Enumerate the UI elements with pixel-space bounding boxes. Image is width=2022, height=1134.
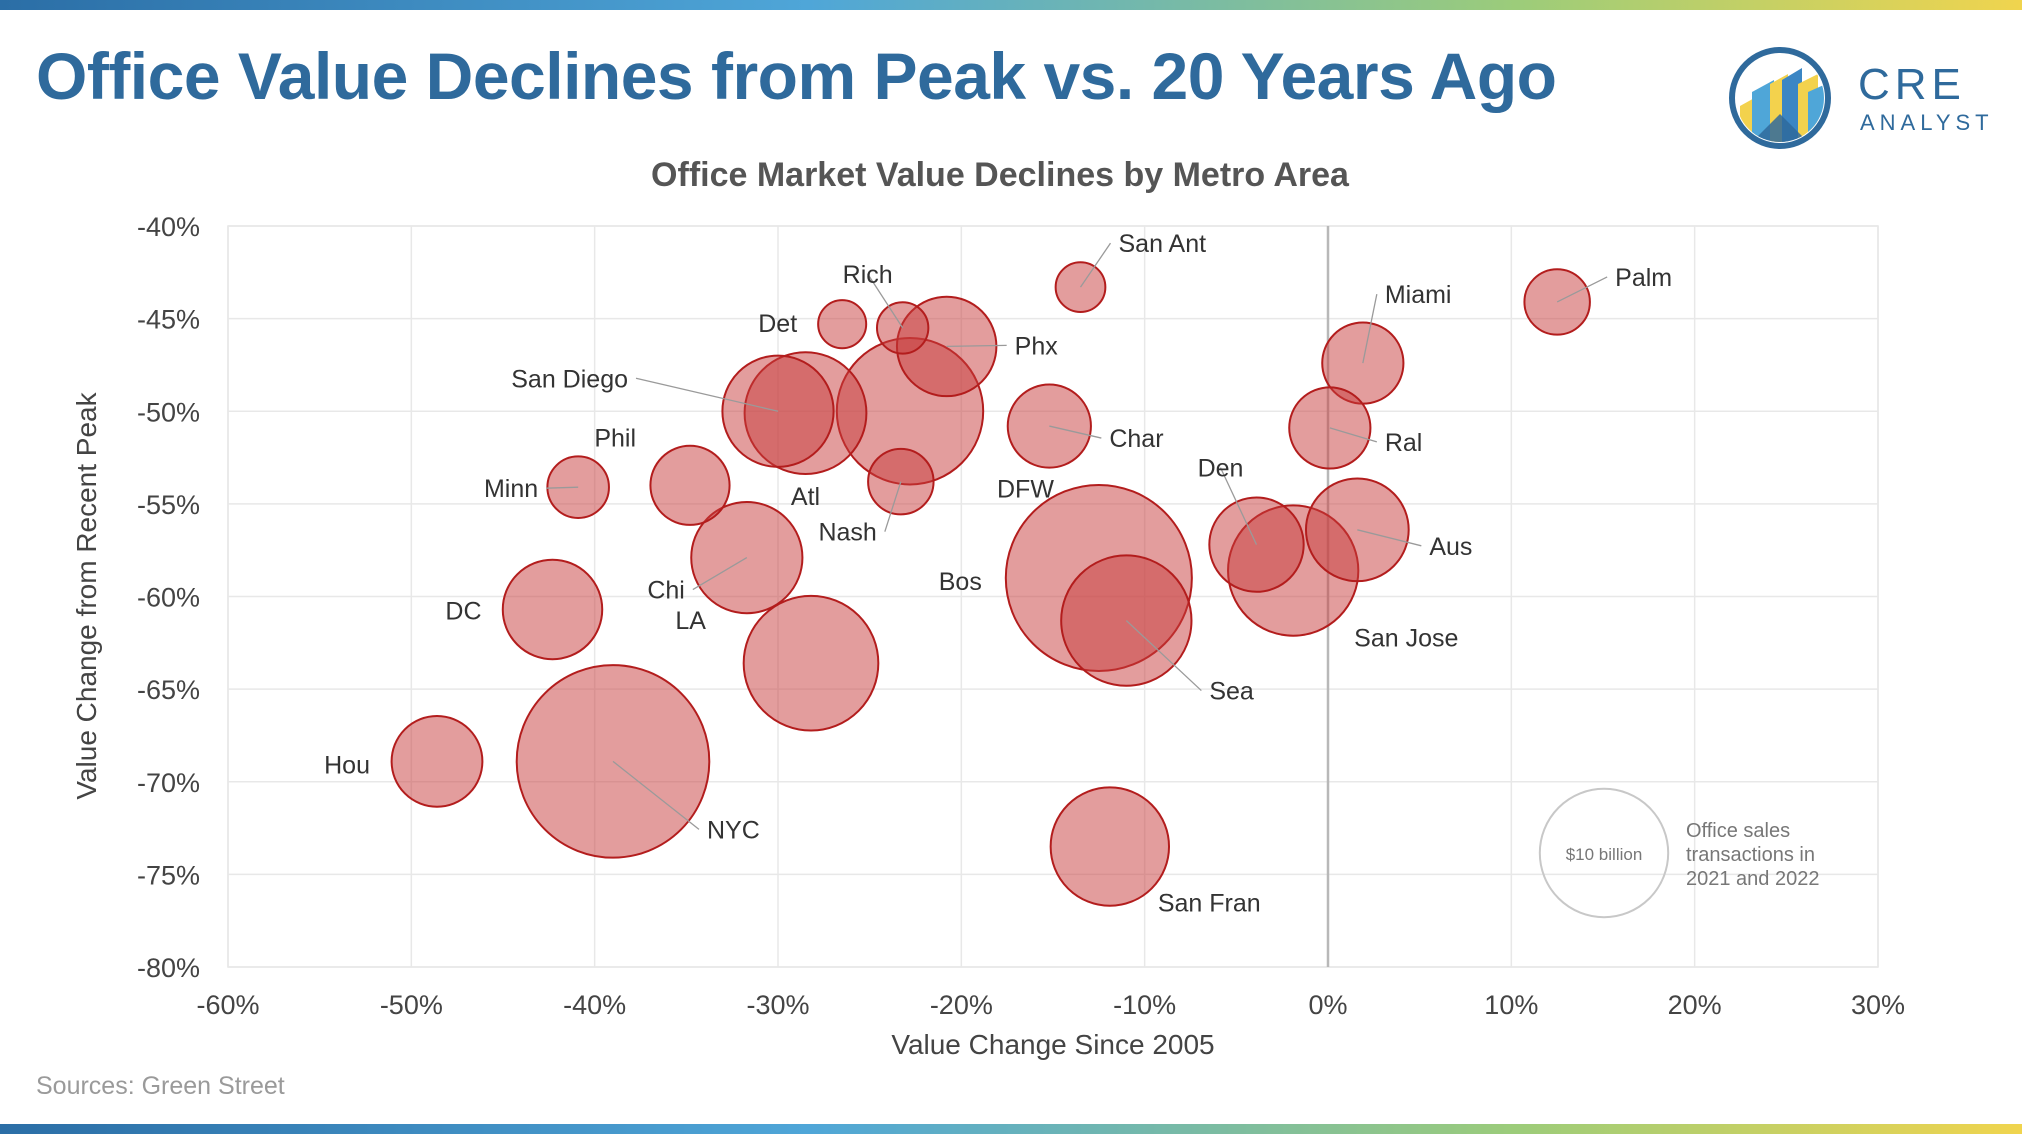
leader-line — [1556, 276, 1608, 303]
logo-icon — [1729, 47, 1831, 149]
legend-description-line: Office sales — [1686, 820, 1790, 842]
x-tick-label: 30% — [1851, 990, 1905, 1020]
x-tick-label: -30% — [746, 990, 809, 1020]
y-tick-label: -75% — [137, 860, 200, 890]
x-axis-title: Value Change Since 2005 — [891, 1029, 1214, 1060]
legend-value-label: $10 billion — [1566, 845, 1643, 864]
legend-bubble — [1538, 787, 1670, 919]
y-tick-label: -40% — [137, 212, 200, 242]
bubble-rich — [875, 301, 930, 355]
bubble-la — [742, 594, 880, 732]
bubble-label: LA — [675, 607, 706, 635]
logo-subtext: ANALYST — [1860, 110, 1994, 135]
bubble-hou — [390, 714, 484, 808]
leader-line — [1357, 529, 1422, 547]
leader-line — [635, 377, 779, 412]
x-tick-label: -60% — [196, 990, 259, 1020]
page-title: Office Value Declines from Peak vs. 20 Y… — [36, 39, 1557, 113]
logo-wordmark: CRE — [1858, 60, 1966, 109]
bottom-accent-bar — [0, 1124, 2022, 1134]
y-tick-label: -50% — [137, 397, 200, 427]
x-tick-label: -20% — [930, 990, 993, 1020]
leader-line — [1125, 620, 1202, 692]
bubble-label: Phil — [594, 424, 636, 452]
leader-line — [1079, 242, 1112, 288]
x-tick-label: 20% — [1668, 990, 1722, 1020]
leader-line — [692, 557, 748, 591]
bubble-labels: San Ant Palm Det Rich Phx Miami San Diego Atl DF… — [324, 230, 1672, 917]
bubble-label: NYC — [707, 816, 760, 844]
y-axis-title: Value Change from Recent Peak — [71, 391, 102, 799]
bubble-label: Sea — [1209, 678, 1254, 706]
bubble-label: Rich — [843, 261, 893, 289]
bubble-label: Minn — [484, 475, 538, 503]
bubble-label: Den — [1198, 455, 1244, 483]
bubble-label: Chi — [647, 577, 685, 605]
top-accent-bar — [0, 0, 2022, 10]
legend-description-line: 2021 and 2022 — [1686, 868, 1819, 890]
x-tick-label: -10% — [1113, 990, 1176, 1020]
bubble-label: Bos — [939, 568, 982, 596]
chart-title: Office Market Value Declines by Metro Ar… — [651, 156, 1350, 194]
leader-line — [1362, 293, 1378, 364]
y-tick-label: -45% — [137, 305, 200, 335]
bubble-label: Atl — [791, 483, 820, 511]
leader-line — [612, 760, 700, 830]
cre-analyst-logo: CRE ANALYST — [1722, 44, 2002, 154]
bubble-label: DFW — [997, 475, 1054, 503]
x-tick-label: -50% — [380, 990, 443, 1020]
bubble-det — [817, 299, 868, 350]
leader-line — [884, 481, 902, 532]
leader-line — [546, 486, 579, 489]
bubble-san-fran — [1049, 786, 1171, 907]
leader-line — [1219, 467, 1258, 545]
legend-description-line: transactions in — [1686, 844, 1815, 866]
bubble-label: DC — [445, 597, 481, 625]
bubble-label: Hou — [324, 751, 370, 779]
bubble-label: San Jose — [1354, 625, 1458, 653]
y-tick-label: -55% — [137, 490, 200, 520]
bubble-dc — [501, 558, 604, 661]
y-tick-label: -65% — [137, 675, 200, 705]
bubble-label: San Diego — [511, 365, 628, 393]
bubble-label: San Ant — [1119, 230, 1207, 258]
leader-line — [867, 273, 904, 329]
x-tick-label: -40% — [563, 990, 626, 1020]
leader-line — [946, 344, 1007, 348]
leader-line — [1329, 427, 1378, 443]
y-tick-label: -80% — [137, 953, 200, 983]
axes: -40% -45% -50% -55% -60% -65% -70% -75% -80% -60%… — [137, 212, 1905, 1020]
bubble-label: Miami — [1385, 281, 1452, 309]
bubble-label: Palm — [1615, 264, 1672, 292]
bubble-label: San Fran — [1158, 890, 1261, 918]
x-tick-label: 10% — [1484, 990, 1538, 1020]
bubble-label: Phx — [1015, 332, 1059, 360]
bubble-label: Nash — [818, 519, 876, 547]
bubble-label: Char — [1109, 425, 1163, 453]
bubble-label: Ral — [1385, 429, 1423, 457]
leader-line — [1049, 425, 1102, 439]
bubbles — [390, 261, 1591, 907]
x-tick-label: 0% — [1308, 990, 1347, 1020]
y-tick-label: -70% — [137, 768, 200, 798]
bubble-phil — [649, 444, 731, 526]
source-note: Sources: Green Street — [36, 1072, 285, 1100]
y-tick-label: -60% — [137, 583, 200, 613]
bubble-label: Aus — [1429, 533, 1472, 561]
bubble-label: Det — [758, 310, 797, 338]
